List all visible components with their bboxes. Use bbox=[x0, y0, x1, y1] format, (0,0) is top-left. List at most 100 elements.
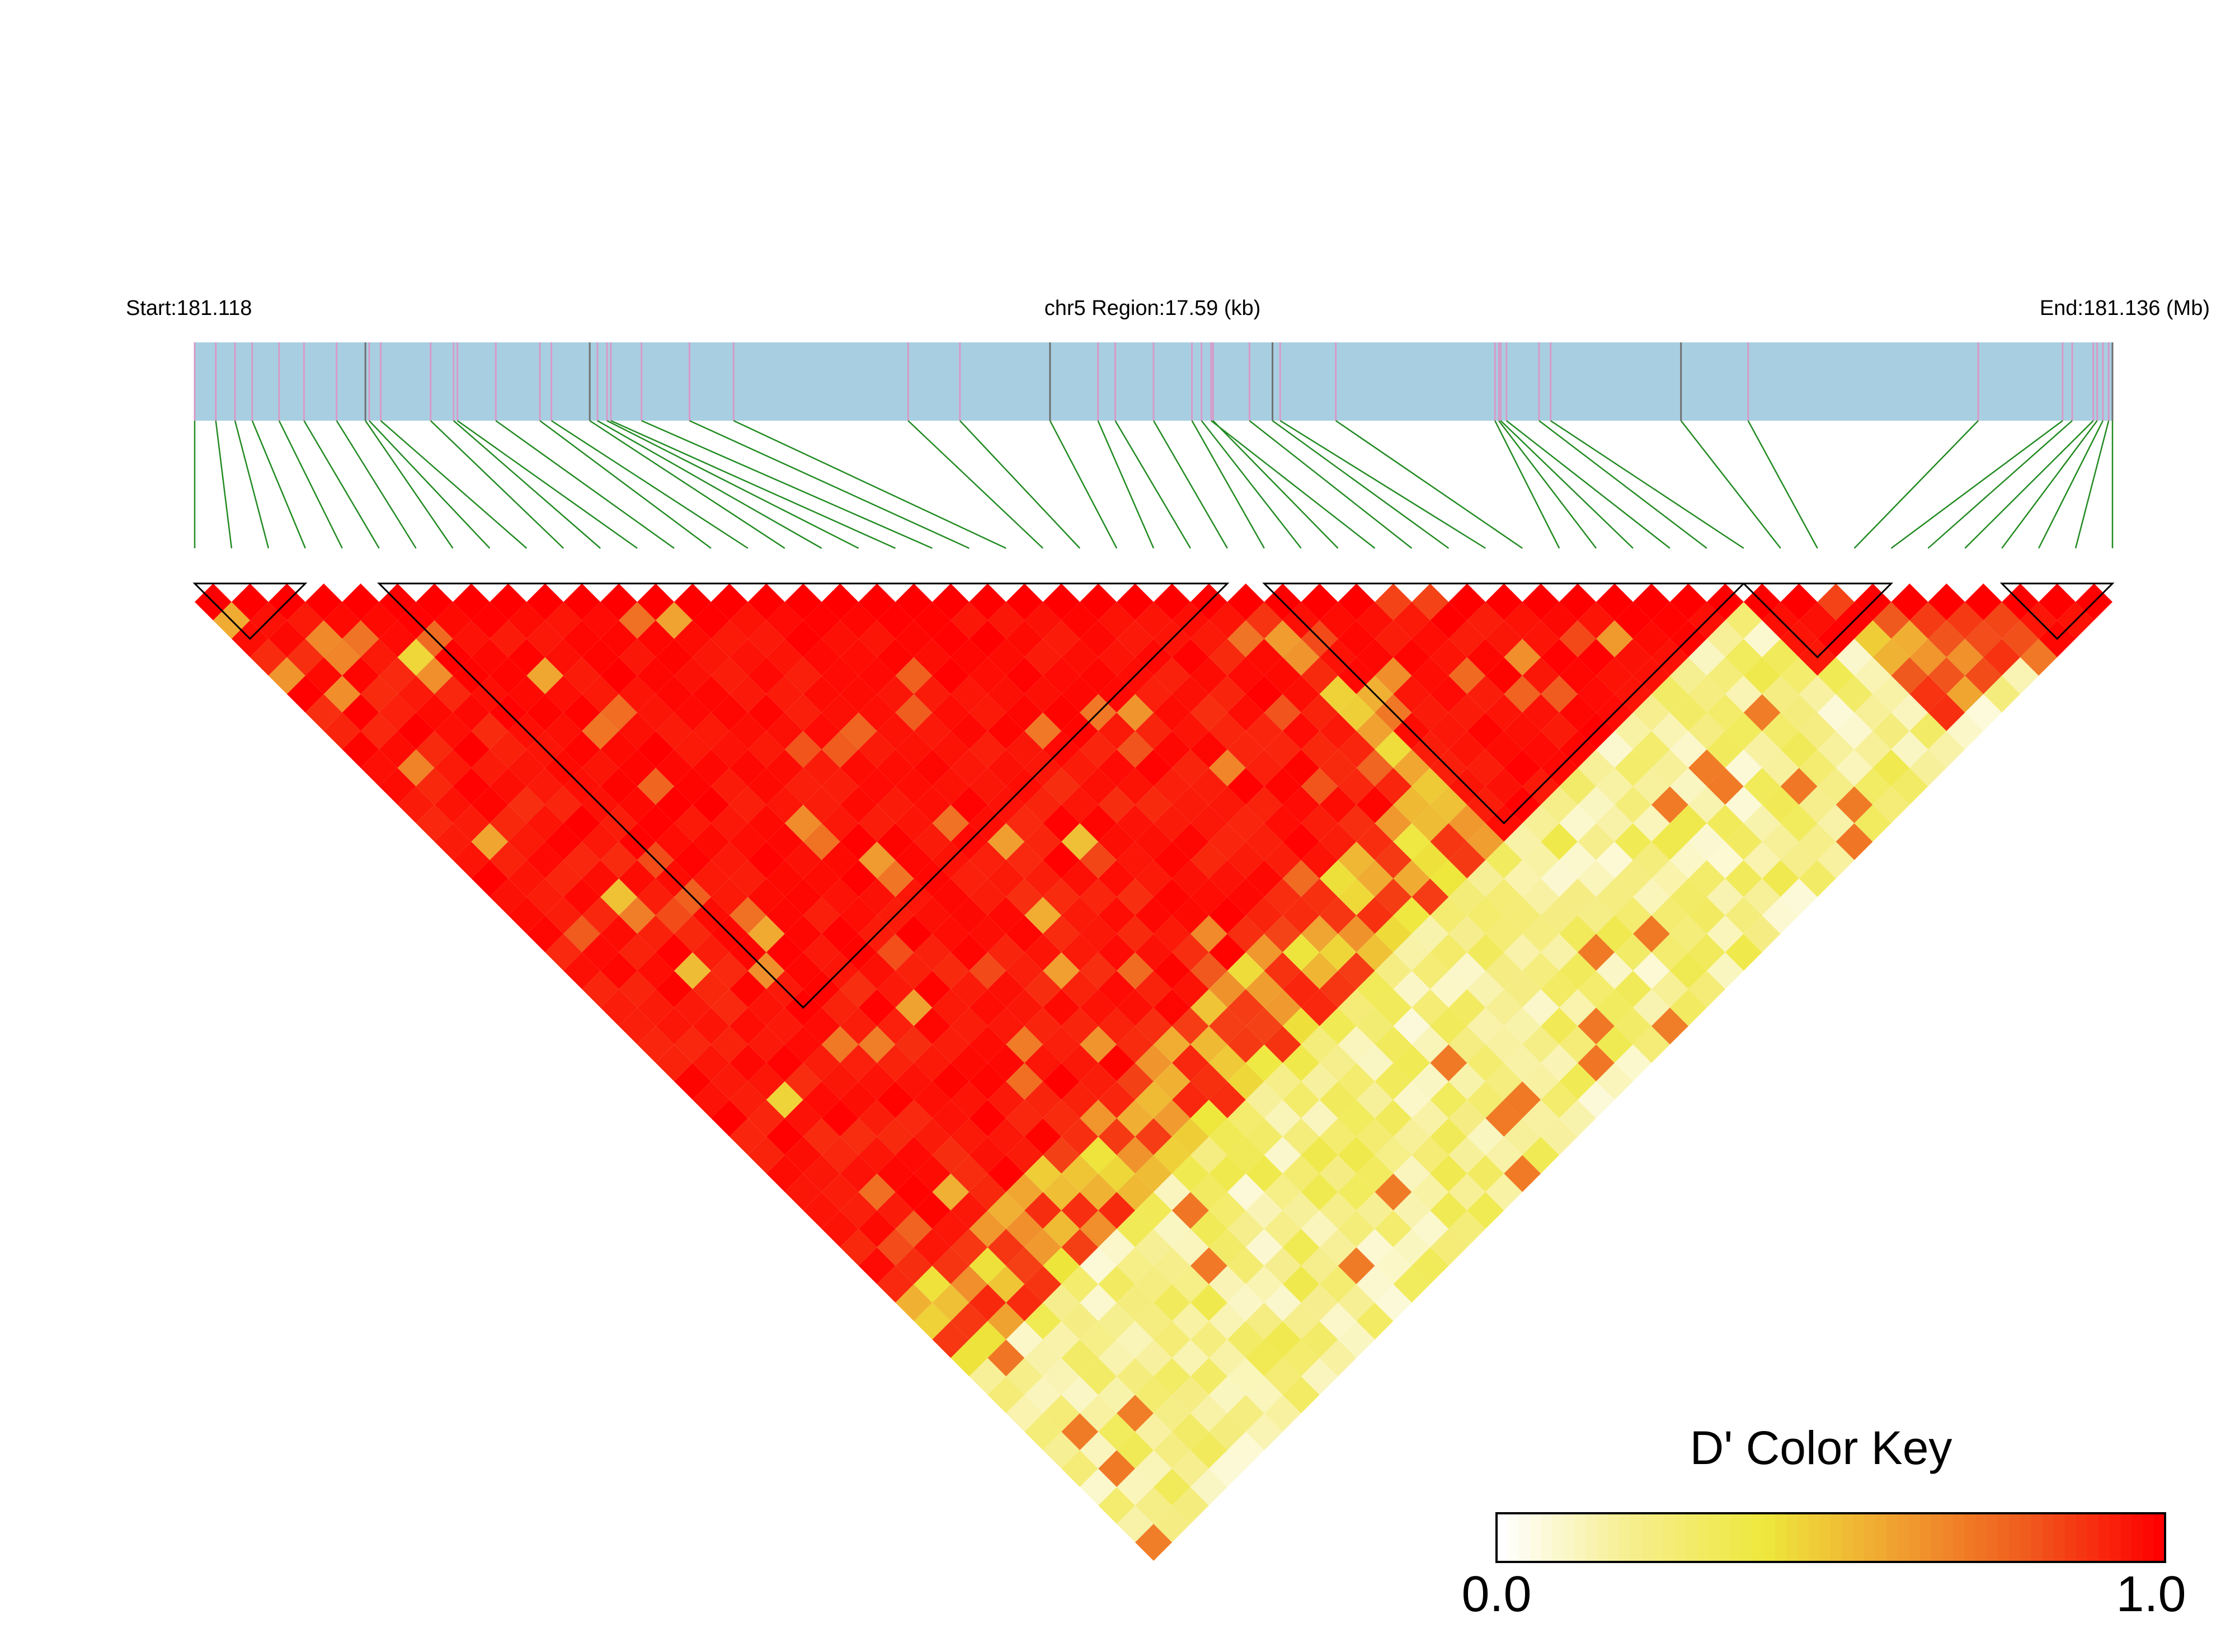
ld-cell bbox=[840, 749, 877, 787]
snp-connector bbox=[1494, 420, 1560, 549]
ld-cell bbox=[471, 749, 509, 787]
ld-cell bbox=[1080, 583, 1117, 620]
ld-cell bbox=[877, 971, 914, 1008]
color-key-segment bbox=[1719, 1513, 1731, 1562]
ld-cell bbox=[1098, 1376, 1136, 1414]
ld-cell bbox=[1615, 749, 1651, 787]
ld-cell bbox=[1669, 841, 1707, 879]
ld-cell bbox=[1098, 897, 1136, 934]
ld-cell bbox=[729, 712, 766, 750]
ld-cell bbox=[600, 989, 638, 1027]
ld-cell bbox=[932, 1210, 970, 1248]
ld-cell bbox=[1061, 1044, 1099, 1081]
ld-cell bbox=[1338, 620, 1375, 657]
color-key-segment bbox=[1886, 1513, 1898, 1562]
snp-connector bbox=[1212, 420, 1339, 549]
ld-cell bbox=[360, 749, 398, 787]
ld-cell bbox=[1633, 1026, 1670, 1063]
ld-cell bbox=[1504, 749, 1541, 787]
ld-cell bbox=[1578, 638, 1615, 676]
snp-connector bbox=[1680, 420, 1781, 549]
ld-cell bbox=[821, 731, 859, 768]
ld-cell bbox=[1190, 1321, 1227, 1358]
ld-cell bbox=[951, 675, 988, 713]
ld-cell bbox=[1393, 971, 1431, 1008]
ld-cell bbox=[1965, 620, 2002, 657]
ld-cell bbox=[951, 971, 988, 1008]
ld-cell bbox=[1430, 860, 1467, 897]
ld-cell bbox=[1430, 1229, 1467, 1266]
ld-cell bbox=[637, 620, 674, 657]
ld-cell bbox=[1208, 1008, 1246, 1045]
ld-cell bbox=[840, 1192, 877, 1229]
ld-cell bbox=[1559, 952, 1597, 990]
ld-cell bbox=[545, 638, 582, 676]
ld-cell bbox=[1117, 583, 1154, 620]
color-key-segment bbox=[1831, 1513, 1843, 1562]
ld-cell bbox=[1780, 731, 1818, 768]
ld-cell bbox=[1190, 620, 1227, 657]
ld-cell bbox=[987, 971, 1025, 1008]
ld-cell bbox=[453, 804, 490, 842]
ld-cell bbox=[1448, 657, 1486, 694]
ld-cell bbox=[674, 804, 711, 842]
ld-cell bbox=[360, 601, 398, 639]
ld-cell bbox=[1190, 841, 1227, 879]
ld-cell bbox=[1135, 1339, 1172, 1377]
ld-cell bbox=[1043, 694, 1080, 731]
color-key-segment bbox=[1919, 1513, 1932, 1562]
ld-cell bbox=[1227, 583, 1264, 620]
ld-cell bbox=[895, 583, 933, 620]
ld-cell bbox=[1208, 1339, 1246, 1377]
ld-cell bbox=[1393, 638, 1431, 676]
snp-connector bbox=[336, 420, 417, 549]
ld-cell bbox=[1190, 694, 1227, 731]
ld-cell bbox=[1080, 1173, 1117, 1211]
ld-cell bbox=[526, 583, 564, 620]
ld-cell bbox=[1467, 638, 1504, 676]
ld-cell bbox=[932, 620, 970, 657]
ld-cell bbox=[600, 841, 638, 879]
snp-connector bbox=[380, 420, 528, 549]
ld-cell bbox=[969, 952, 1006, 990]
ld-cell bbox=[1171, 638, 1209, 676]
ld-cell bbox=[969, 1136, 1006, 1174]
ld-cell bbox=[1061, 1376, 1099, 1414]
ld-cell bbox=[729, 1118, 766, 1155]
ld-cell bbox=[1799, 675, 1836, 713]
ld-cell bbox=[1171, 749, 1209, 787]
ld-cell bbox=[1301, 989, 1338, 1027]
ld-cell bbox=[323, 712, 361, 750]
ld-cell bbox=[858, 620, 896, 657]
ld-cell bbox=[1080, 1099, 1117, 1137]
ld-cell bbox=[471, 638, 509, 676]
ld-cell bbox=[1319, 1339, 1357, 1377]
color-key-segment bbox=[1964, 1513, 1977, 1562]
ld-cell bbox=[1006, 1358, 1043, 1395]
ld-cell bbox=[1762, 749, 1799, 787]
ld-cell bbox=[1651, 749, 1688, 787]
ld-cell bbox=[1319, 749, 1357, 787]
ld-cell bbox=[840, 601, 877, 639]
ld-cell bbox=[1061, 786, 1099, 823]
ld-cell bbox=[1282, 1229, 1320, 1266]
color-key-segment bbox=[1842, 1513, 1854, 1562]
ld-cell bbox=[821, 583, 859, 620]
color-key-segment bbox=[1630, 1513, 1642, 1562]
ld-cell bbox=[490, 620, 527, 657]
ld-cell bbox=[1208, 638, 1246, 676]
ld-cell bbox=[951, 1118, 988, 1155]
ld-cell bbox=[803, 1118, 840, 1155]
ld-cell bbox=[747, 989, 785, 1027]
ld-cell bbox=[1485, 989, 1523, 1027]
color-key-segment bbox=[2154, 1513, 2166, 1562]
ld-cell bbox=[490, 768, 527, 805]
ld-cell bbox=[803, 897, 840, 934]
ld-cell bbox=[858, 731, 896, 768]
snp-connector bbox=[610, 420, 896, 549]
ld-cell bbox=[490, 657, 527, 694]
ld-cell bbox=[434, 749, 472, 787]
ld-cell bbox=[1319, 1229, 1357, 1266]
ld-cell bbox=[1171, 971, 1209, 1008]
ld-cell bbox=[471, 712, 509, 750]
